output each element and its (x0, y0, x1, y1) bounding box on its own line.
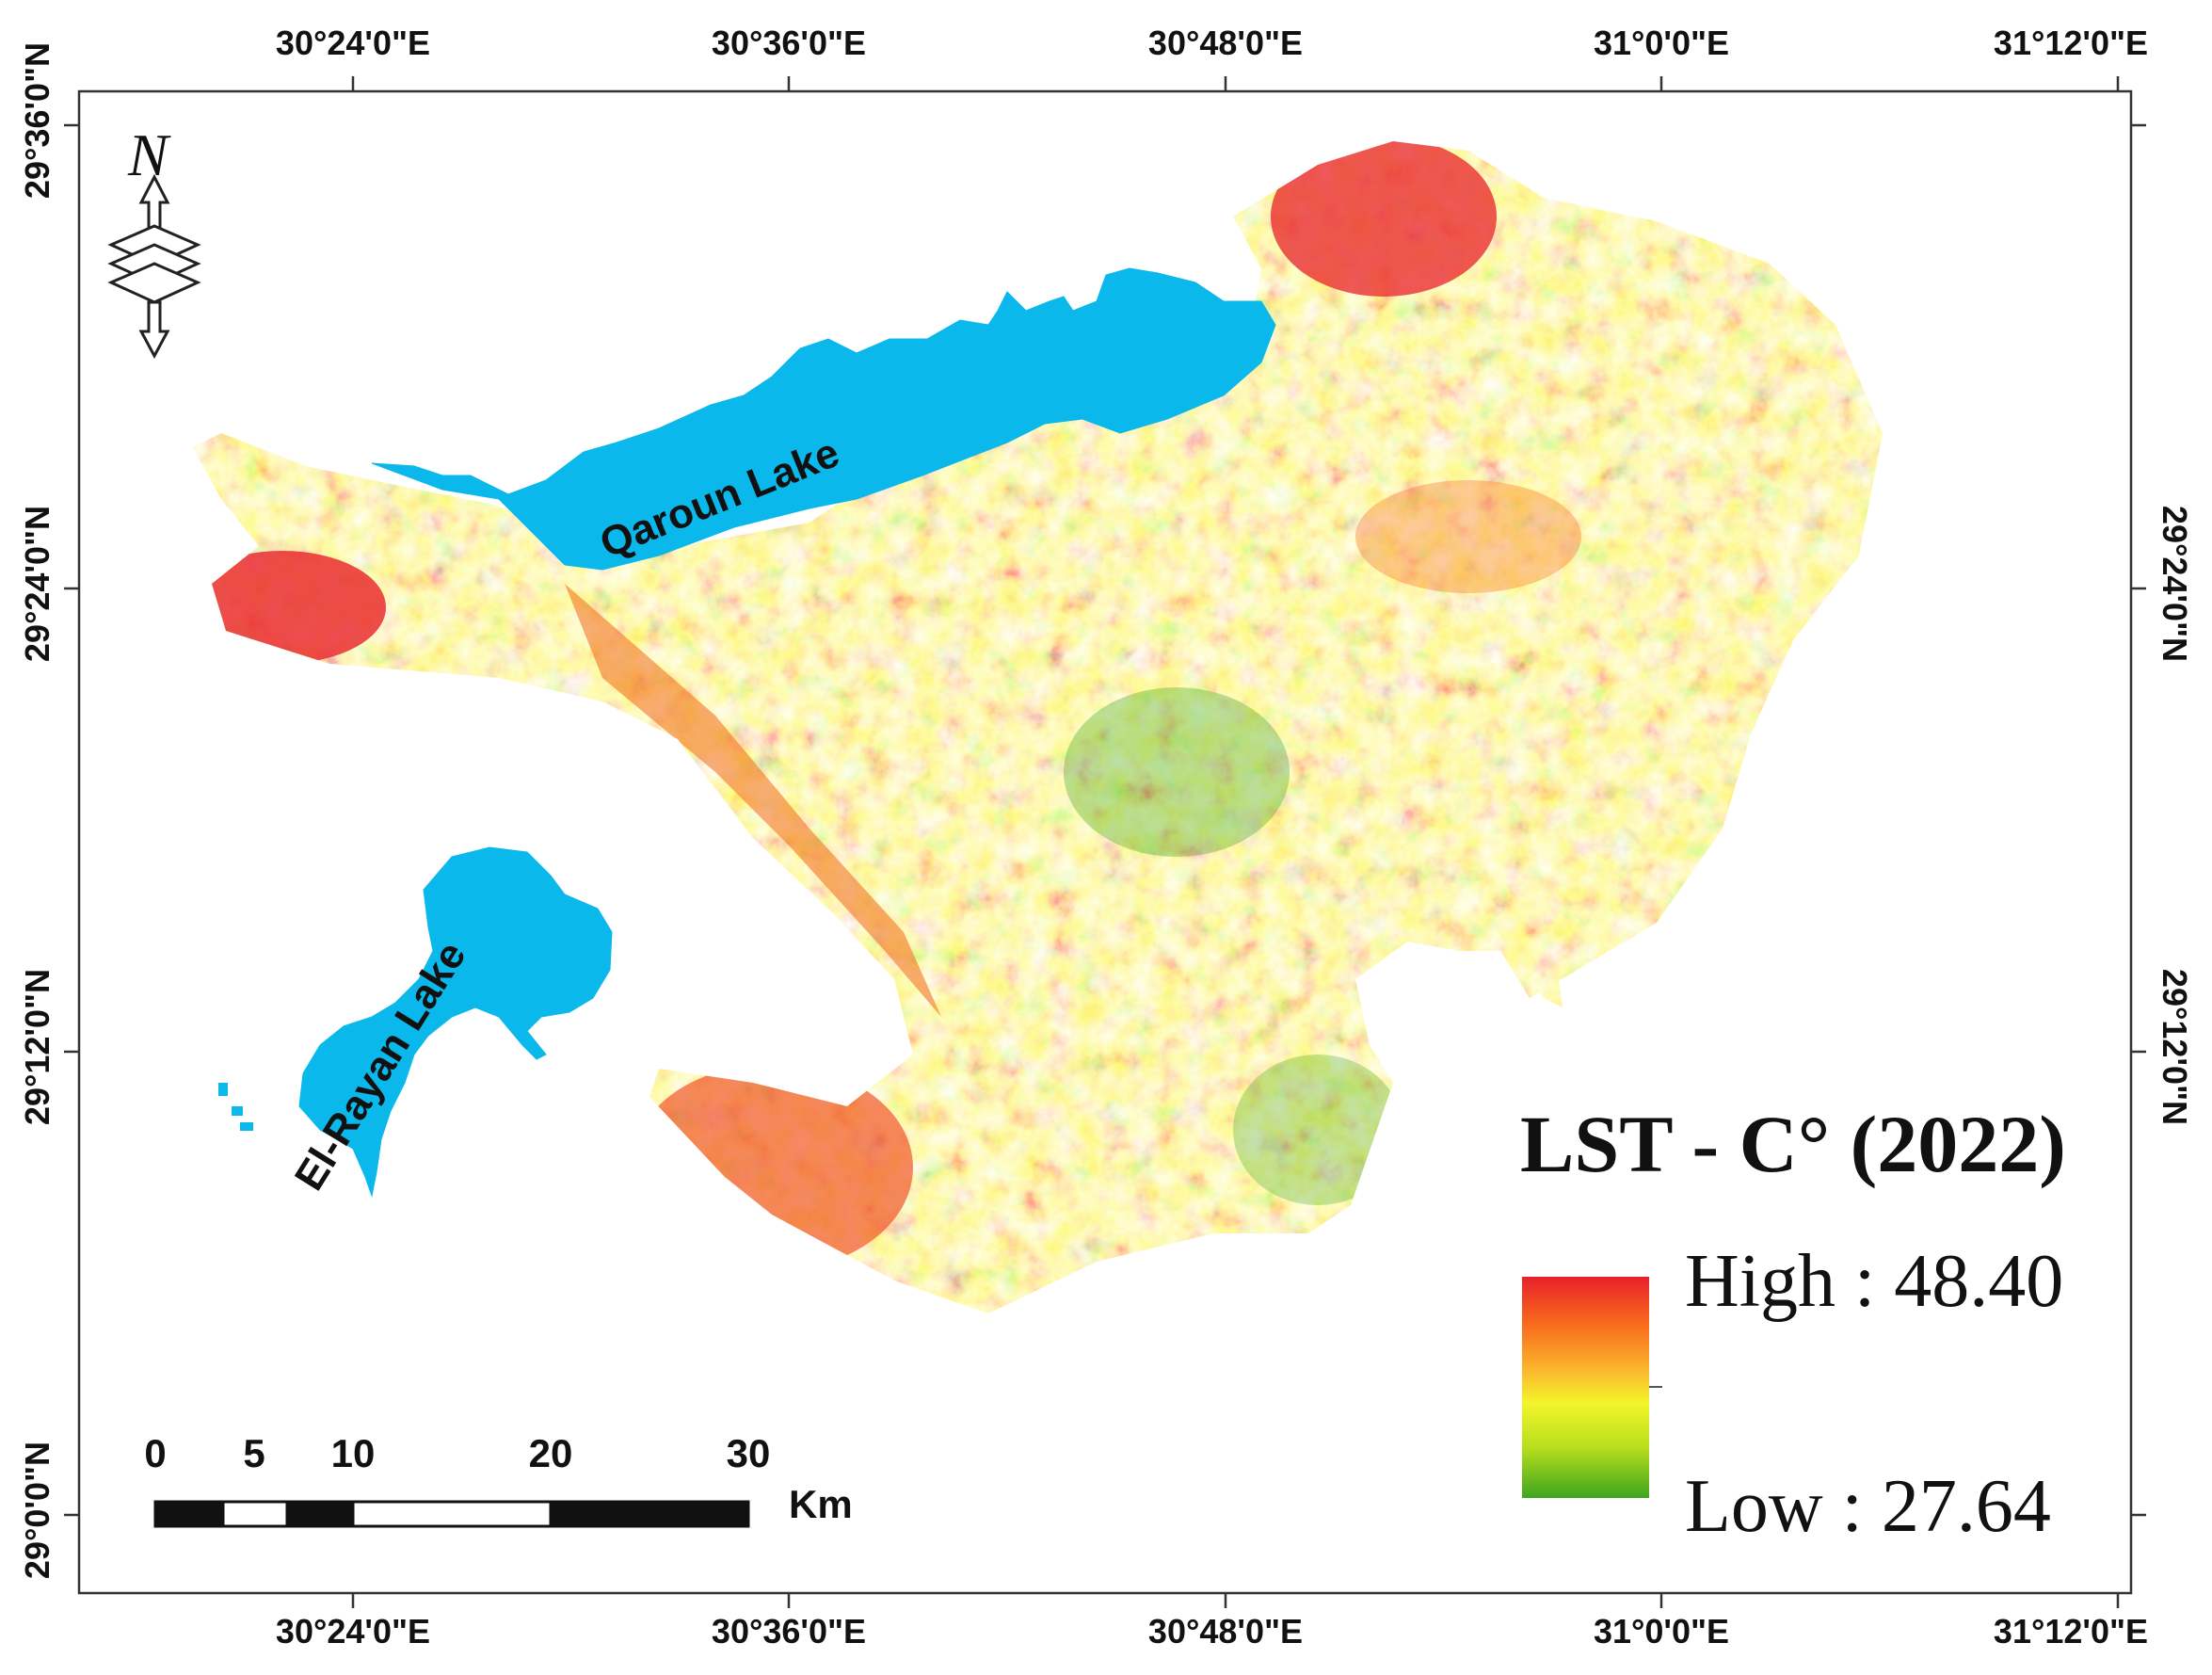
scale-label: 5 (243, 1431, 265, 1475)
latitude-label-right: 29°12'0"N (2156, 968, 2194, 1126)
longitude-label-bottom: 31°0'0"E (1593, 1612, 1730, 1651)
el-rayan-islets (218, 1083, 253, 1131)
legend-color-ramp (1522, 1277, 1649, 1498)
longitude-label-top: 31°12'0"E (1993, 24, 2149, 62)
map-frame (77, 89, 2133, 1595)
latitude-label-left: 29°36'0"N (18, 41, 56, 200)
el-rayan-lake-shape (298, 846, 613, 1198)
latitude-label-left: 29°24'0"N (18, 505, 56, 663)
scale-bar-segment (153, 1500, 225, 1528)
scale-bar (153, 1500, 750, 1528)
longitude-label-top: 31°0'0"E (1593, 24, 1730, 62)
north-arrow-icon (107, 173, 201, 360)
latitude-label-left: 29°0'0"N (18, 1441, 56, 1580)
latitude-label-left: 29°12'0"N (18, 968, 56, 1126)
latitude-label-right: 29°24'0"N (2156, 505, 2194, 663)
longitude-label-bottom: 30°48'0"E (1147, 1612, 1304, 1651)
qaroun-lake-shape (371, 267, 1276, 571)
scale-bar-segment (549, 1500, 750, 1528)
longitude-label-bottom: 30°24'0"E (275, 1612, 431, 1651)
graticule-ticks (64, 76, 2146, 1608)
scale-bar-segment (351, 1500, 553, 1528)
scale-bar-segment (221, 1500, 289, 1528)
scale-bar-segment (285, 1500, 355, 1528)
scale-label: 10 (330, 1431, 376, 1475)
longitude-label-bottom: 31°12'0"E (1993, 1612, 2149, 1651)
scale-label: 20 (528, 1431, 573, 1475)
longitude-label-top: 30°36'0"E (711, 24, 867, 62)
longitude-label-bottom: 30°36'0"E (711, 1612, 867, 1651)
legend-ramp-tick (1649, 1386, 1662, 1388)
longitude-label-top: 30°48'0"E (1147, 24, 1304, 62)
scale-unit: Km (789, 1482, 853, 1526)
scale-label: 0 (144, 1431, 167, 1475)
legend-title: LST - C° (2022) (1520, 1099, 2066, 1189)
longitude-label-top: 30°24'0"E (275, 24, 431, 62)
legend-high-label: High : 48.40 (1685, 1240, 2064, 1323)
scale-label: 30 (726, 1431, 771, 1475)
north-letter: N (128, 121, 168, 188)
legend-low-label: Low : 27.64 (1685, 1465, 2051, 1548)
